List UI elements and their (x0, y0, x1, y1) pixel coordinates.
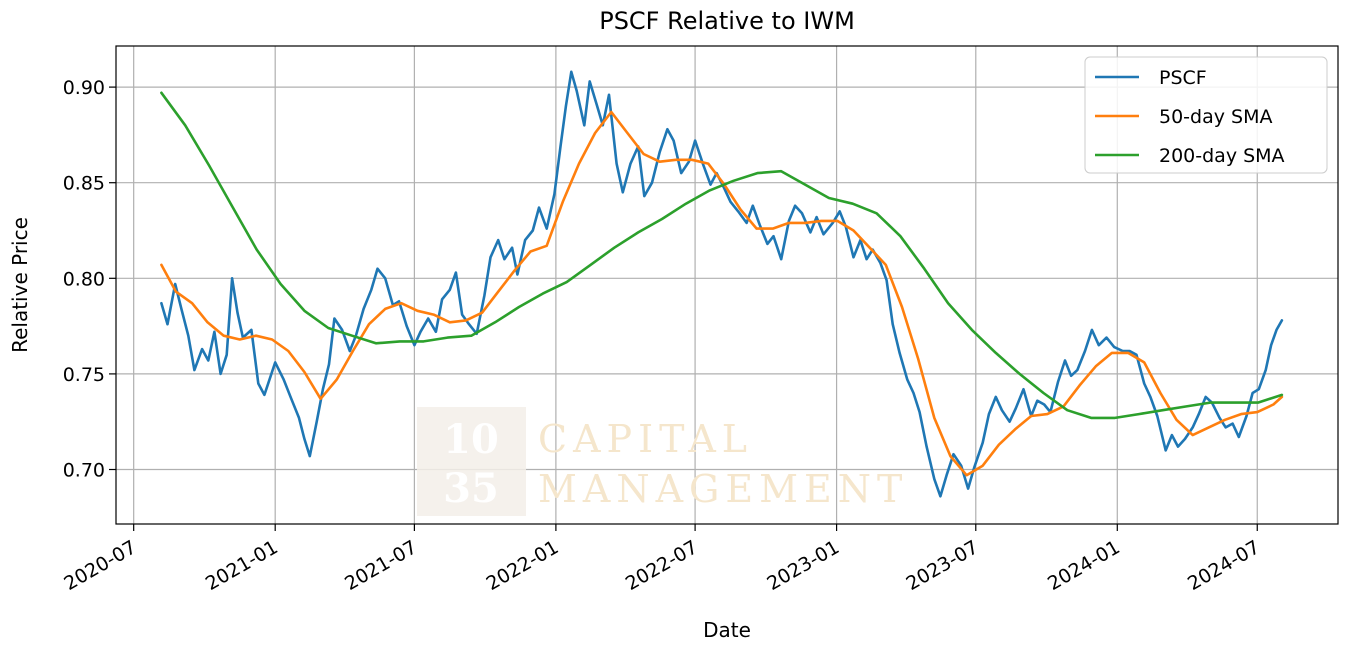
legend: PSCF 50-day SMA 200-day SMA (1084, 56, 1328, 174)
x-axis-label: Date (703, 618, 751, 642)
x-tick-label: 2023-07 (903, 536, 983, 595)
legend-box (1084, 56, 1328, 174)
x-axis: 2020-07 2021-01 2021-07 2022-01 2022-07 2023-… (60, 524, 1264, 595)
y-axis: 0.70 0.75 0.80 0.85 0.90 (63, 77, 116, 482)
series-line-200-day-sma (160, 91, 1284, 420)
watermark-line2: 35 (443, 465, 499, 512)
x-tick-label: 2021-01 (202, 536, 282, 595)
series-layer (160, 70, 1284, 498)
x-tick-label: 2023-01 (763, 536, 843, 595)
legend-label-50-day-sma: 50-day SMA (1159, 106, 1272, 128)
x-tick-label: 2022-01 (483, 536, 563, 595)
legend-label-200-day-sma: 200-day SMA (1159, 145, 1285, 167)
y-axis-label: Relative Price (8, 217, 32, 353)
chart-title: PSCF Relative to IWM (599, 7, 855, 35)
x-tick-label: 2024-01 (1044, 536, 1124, 595)
legend-label-pscf: PSCF (1159, 67, 1207, 89)
plot-frame (115, 45, 1339, 525)
x-tick-label: 2020-07 (60, 536, 140, 595)
y-tick-label: 0.85 (63, 173, 105, 195)
watermark-line1: 10 (443, 416, 499, 463)
x-tick-label: 2021-07 (341, 536, 421, 595)
x-tick-label: 2022-07 (622, 536, 702, 595)
watermark: 10 35 CAPITAL MANAGEMENT (417, 407, 908, 516)
watermark-word2: MANAGEMENT (538, 467, 908, 511)
y-tick-label: 0.80 (63, 268, 105, 290)
watermark-word1: CAPITAL (538, 417, 753, 461)
watermark-box (417, 407, 526, 516)
x-tick-label: 2024-07 (1184, 536, 1264, 595)
y-tick-label: 0.90 (63, 77, 105, 99)
y-tick-label: 0.70 (63, 460, 105, 482)
y-tick-label: 0.75 (63, 364, 105, 386)
